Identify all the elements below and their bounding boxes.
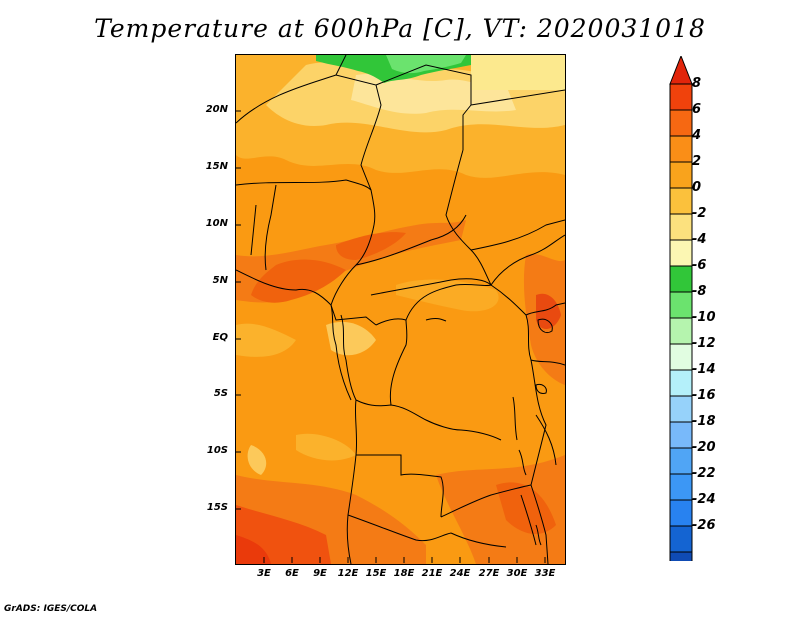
lat-label: 5N [212,275,228,286]
colorbar-box [669,291,693,319]
country-borders [236,55,565,564]
field-ne-yellow [471,55,565,90]
colorbar-label: -18 [692,414,716,429]
colorbar-label: 8 [692,76,702,91]
temperature-map [235,54,566,565]
colorbar-box [669,525,693,553]
colorbar-label: -16 [692,388,716,403]
field-light-west [236,323,296,357]
field-warm-core-central [336,232,406,260]
colorbar-box [669,317,693,345]
field-light-congo [326,321,376,356]
colorbar-box [669,135,693,163]
field-southeast-warm [436,455,565,564]
lon-label: 27E [478,568,500,579]
field-warm-core-west [251,259,346,303]
tick-marks [235,110,546,563]
field-east-core [536,293,561,330]
colorbar-label: -22 [692,466,716,481]
field-southwest-hottest [236,535,271,564]
lon-label: 18E [393,568,415,579]
colorbar-max-arrow [669,56,693,85]
field-southeast-core [496,482,556,535]
colorbar [669,56,693,561]
colorbar-box [669,369,693,397]
colorbar-box [669,343,693,371]
colorbar-label: 4 [692,128,702,143]
field-light-south-b [247,445,267,475]
lon-label: 6E [285,568,299,579]
footer-credit: GrADS: IGES/COLA [4,604,98,614]
lat-label: 10N [205,218,228,229]
lat-label: 15S [206,502,228,513]
lon-label: 33E [534,568,556,579]
colorbar-box [669,161,693,189]
colorbar-label: -4 [692,232,707,247]
colorbar-label: -14 [692,362,716,377]
lon-label: 21E [421,568,443,579]
lon-label: 3E [257,568,271,579]
field-cold-light [386,55,466,74]
colorbar-label: -2 [692,206,707,221]
lat-label: 5S [213,388,228,399]
colorbar-box [669,187,693,215]
lat-label: EQ [212,332,228,343]
colorbar-box [669,447,693,475]
lakes [425,317,553,546]
colorbar-box [669,551,693,561]
colorbar-label: 0 [692,180,702,195]
colorbar-label: 2 [692,154,702,169]
lon-label: 15E [365,568,387,579]
chart-title: Temperature at 600hPa [C], VT: 202003101… [94,14,706,43]
colorbar-label: 6 [692,102,702,117]
colorbar-label: -6 [692,258,707,273]
lat-label: 15N [205,161,228,172]
colorbar-box [669,109,693,137]
colorbar-box [669,395,693,423]
colorbar-label: -24 [692,492,716,507]
colorbar-box [669,239,693,267]
colorbar-box [669,421,693,449]
lon-label: 9E [313,568,327,579]
lon-label: 12E [337,568,359,579]
colorbar-label: -8 [692,284,707,299]
colorbar-box [669,473,693,501]
lat-label: 20N [205,104,228,115]
field-light-south-a [296,433,356,461]
field-light-central [396,279,499,312]
colorbar-label: -26 [692,518,716,533]
axis-ticks [235,110,546,563]
colorbar-label: -20 [692,440,716,455]
colorbar-label: -12 [692,336,716,351]
lon-label: 24E [449,568,471,579]
colorbar-box [669,499,693,527]
lon-label: 30E [506,568,528,579]
colorbar-box [669,83,693,111]
colorbar-boxes [669,56,693,561]
lat-label: 10S [206,445,228,456]
colorbar-label: -10 [692,310,716,325]
colorbar-box [669,265,693,293]
colorbar-box [669,213,693,241]
map-field [236,55,565,564]
